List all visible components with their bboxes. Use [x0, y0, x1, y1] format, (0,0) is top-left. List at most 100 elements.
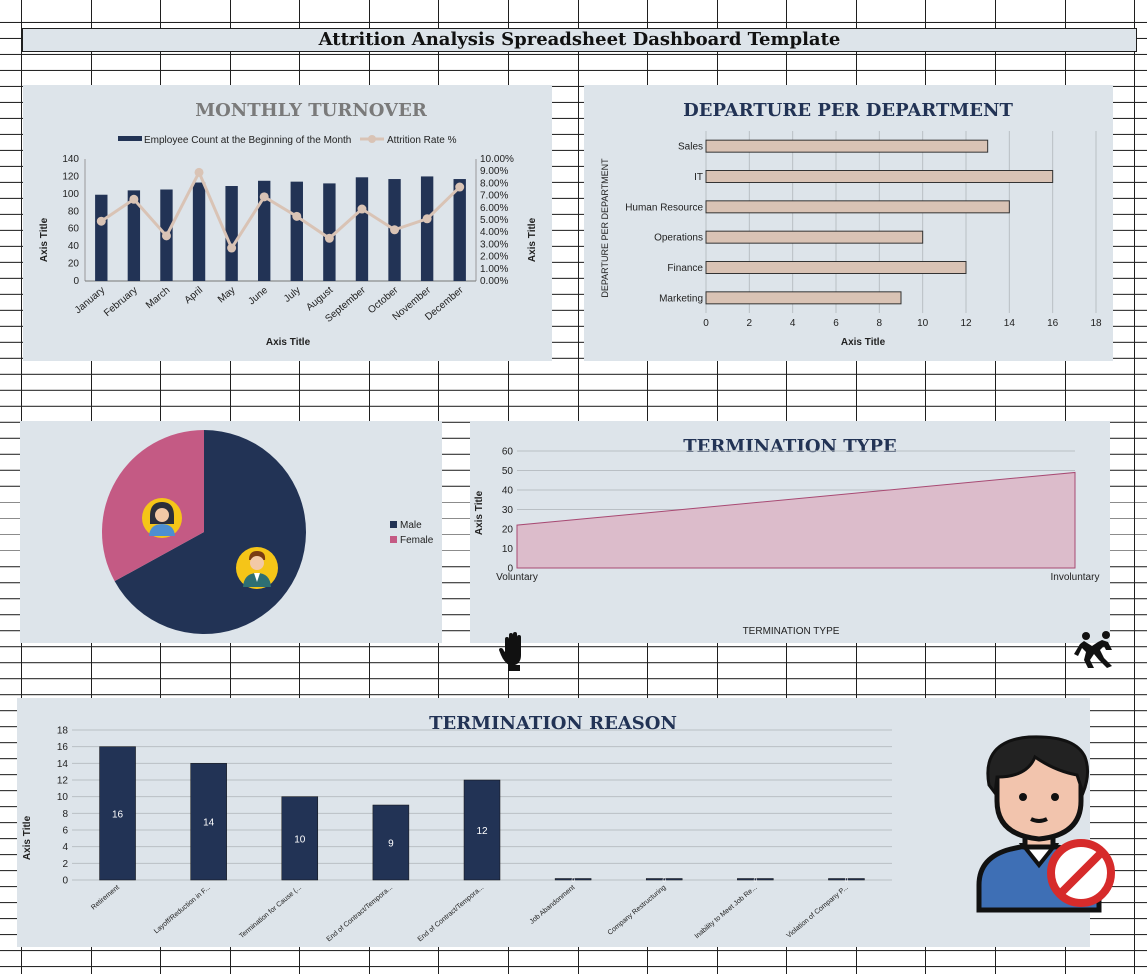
termination-type-panel: TERMINATION TYPE Axis Title TERMINATION … [470, 421, 1110, 643]
chart-title: TERMINATION TYPE [683, 436, 897, 457]
y-tick-label: 50 [502, 466, 514, 477]
x-axis-title: Axis Title [841, 337, 886, 348]
bar-operations [705, 230, 924, 244]
bar-august [323, 183, 336, 281]
x-tick-label: 16 [1047, 318, 1059, 329]
y2-tick-label: 0.00% [480, 276, 508, 287]
bar-reason-8 [737, 878, 774, 881]
attrition-point-may [227, 243, 237, 253]
y2-tick-label: 5.00% [480, 215, 508, 226]
y2-tick-label: 2.00% [480, 252, 508, 263]
y-tick-label: 80 [68, 206, 80, 217]
y-tick-label: 40 [68, 241, 80, 252]
x-tick-label: May [216, 285, 238, 306]
category-label: Human Resource [625, 202, 703, 213]
y-tick-label: 0 [507, 564, 513, 575]
y-axis-title: DEPARTURE PER DEPARTMENT [600, 158, 610, 298]
monthly-turnover-chart: MONTHLY TURNOVER Employee Count at the B… [39, 100, 538, 348]
y-tick-label: 14 [57, 759, 69, 770]
y2-tick-label: 1.00% [480, 264, 508, 275]
x-tick-label: 0 [703, 318, 709, 329]
category-label: Finance [667, 263, 703, 274]
data-label: 0 [571, 878, 575, 884]
y-tick-label: 140 [62, 154, 79, 165]
attrition-point-november [422, 214, 432, 224]
y-tick-label: 30 [502, 505, 514, 516]
y-axis-title: Axis Title [474, 490, 485, 535]
data-label: 9 [388, 839, 394, 850]
termination-type-chart: TERMINATION TYPE Axis Title TERMINATION … [474, 436, 1100, 637]
attrition-point-september [357, 204, 367, 214]
y2-tick-label: 7.00% [480, 191, 508, 202]
legend-swatch-bar [118, 136, 142, 141]
y-tick-label: 10 [57, 792, 69, 803]
category-label: IT [694, 172, 703, 183]
y-tick-label: 20 [502, 525, 514, 536]
y-tick-label: 0 [62, 876, 68, 887]
attrition-point-april [194, 167, 204, 177]
monthly-turnover-panel: MONTHLY TURNOVER Employee Count at the B… [23, 85, 552, 361]
bar-february [127, 190, 141, 281]
bar-reason-3 [281, 796, 319, 881]
x-tick-label: Layoff/Reduction in F... [153, 884, 212, 935]
bar-january [95, 194, 108, 281]
attrition-point-january [96, 216, 106, 226]
bar-september [355, 177, 369, 281]
bar-marketing [705, 291, 902, 305]
data-label: 10 [294, 834, 306, 845]
chart-title: TERMINATION REASON [429, 713, 677, 734]
y2-tick-label: 3.00% [480, 239, 508, 250]
termination-reason-chart: TERMINATION REASON Axis Title 0 2 4 6 8 10 12 1… [22, 713, 892, 943]
data-label: 16 [112, 809, 124, 820]
bar-may [225, 186, 238, 281]
x-tick-label: Retirement [90, 884, 121, 911]
x-tick-label: 14 [1004, 318, 1016, 329]
y-axis-title: Axis Title [22, 815, 33, 860]
bar-sales [705, 139, 989, 153]
y-tick-label: 12 [57, 776, 69, 787]
y2-tick-label: 6.00% [480, 203, 508, 214]
bar-july [290, 181, 303, 281]
x-tick-label: July [282, 285, 303, 305]
y2-axis-title: Axis Title [527, 217, 538, 262]
category-label: Marketing [659, 293, 703, 304]
bar-finance [705, 261, 967, 274]
bar-it [705, 170, 1054, 183]
attrition-point-june [259, 192, 269, 202]
attrition-rate-line [100, 168, 461, 252]
category-label: Operations [654, 233, 703, 244]
male-avatar-icon [236, 547, 278, 589]
y-tick-label: 120 [62, 171, 79, 182]
y-tick-label: 16 [57, 742, 69, 753]
x-tick-label: February [102, 285, 140, 319]
data-label: 12 [476, 826, 488, 837]
bar-december [453, 179, 466, 281]
x-tick-label: Inability to Meet Job Re... [694, 884, 759, 940]
legend-swatch-marker [368, 135, 376, 143]
legend-swatch-male [390, 521, 397, 528]
x-tick-label: 10 [917, 318, 929, 329]
y-tick-label: 8 [62, 809, 68, 820]
legend-label-bar: Employee Count at the Beginning of the M… [144, 135, 351, 146]
y-axis-title: Axis Title [39, 217, 50, 262]
x-tick-label: Termination for Cause (... [238, 884, 303, 940]
dashboard-title: Attrition Analysis Spreadsheet Dashboard… [22, 28, 1137, 52]
gender-split-chart: Male Female [101, 430, 434, 634]
x-tick-label: 2 [747, 318, 753, 329]
bar-november [420, 176, 434, 281]
bar-reason-9 [828, 878, 865, 881]
y-tick-label: 0 [73, 276, 79, 287]
x-tick-label: Involuntary [1051, 572, 1100, 583]
bar-reason-4 [372, 804, 410, 881]
y-tick-label: 40 [502, 486, 514, 497]
y-tick-label: 10 [502, 544, 514, 555]
bar-reason-2 [190, 763, 227, 881]
y-tick-label: 60 [502, 447, 514, 458]
termination-reason-panel: TERMINATION REASON Axis Title 0 2 4 6 8 10 12 1… [17, 698, 1090, 947]
bar-reason-5 [463, 779, 501, 881]
x-tick-label: 12 [960, 318, 972, 329]
legend-label-male: Male [400, 520, 422, 531]
x-tick-label: End of Contract/Tempora... [326, 884, 395, 943]
x-tick-label: 6 [833, 318, 839, 329]
y-tick-label: 20 [68, 259, 80, 270]
